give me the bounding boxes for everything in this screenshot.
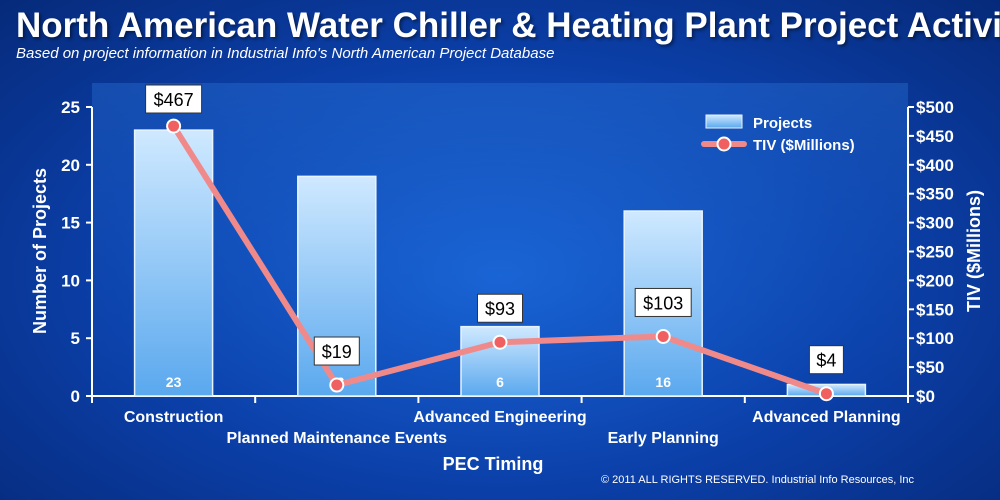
tiv-data-label-box — [145, 84, 203, 114]
left-tick-label: 20 — [61, 156, 80, 175]
x-category-label: Planned Maintenance Events — [227, 430, 448, 447]
y-axis-title-left: Number of Projects — [30, 168, 50, 334]
tiv-data-label: $19 — [322, 342, 352, 362]
y-axis-title-right: TIV ($Millions) — [964, 190, 984, 312]
right-tick-label: $450 — [916, 127, 954, 146]
bar — [133, 129, 214, 397]
right-tick-label: $400 — [916, 156, 954, 175]
right-tick-label: $100 — [916, 329, 954, 348]
chart-subtitle: Based on project information in Industri… — [16, 45, 555, 62]
legend-bar-swatch — [705, 114, 743, 129]
right-tick-label: $350 — [916, 185, 954, 204]
x-category-label: Advanced Planning — [752, 409, 900, 426]
tiv-data-label-box — [808, 345, 844, 375]
bar-value-label: 16 — [655, 374, 671, 390]
tiv-point — [655, 328, 671, 344]
tiv-data-label-box — [477, 293, 523, 323]
legend-line-marker — [716, 136, 732, 152]
right-tick-label: $200 — [916, 271, 954, 290]
right-tick-label: $50 — [916, 358, 944, 377]
tiv-point — [818, 386, 834, 402]
chart-title: North American Water Chiller & Heating P… — [16, 6, 1000, 45]
left-tick-label: 0 — [71, 387, 80, 406]
left-tick-label: 25 — [61, 98, 80, 117]
tiv-data-label: $4 — [816, 351, 836, 371]
tiv-data-label-box — [634, 287, 692, 317]
copyright-notice: © 2011 ALL RIGHTS RESERVED. Industrial I… — [601, 474, 914, 486]
legend-bar-label: Projects — [753, 115, 812, 132]
right-tick-label: $300 — [916, 214, 954, 233]
tiv-data-label-box — [313, 336, 360, 366]
right-tick-label: $250 — [916, 243, 954, 262]
left-tick-label: 15 — [61, 214, 80, 233]
bar-value-label: 6 — [496, 374, 504, 390]
tiv-data-label: $467 — [154, 90, 194, 110]
bar-value-label: 23 — [166, 374, 182, 390]
right-tick-label: $150 — [916, 300, 954, 319]
legend-line-label: TIV ($Millions) — [753, 137, 855, 154]
x-category-label: Construction — [124, 409, 224, 426]
left-tick-label: 10 — [61, 271, 80, 290]
left-tick-label: 5 — [71, 329, 80, 348]
right-tick-label: $500 — [916, 98, 954, 117]
tiv-point — [492, 334, 508, 350]
tiv-point — [166, 118, 182, 134]
x-category-label: Advanced Engineering — [413, 409, 586, 426]
right-tick-label: $0 — [916, 387, 935, 406]
x-axis-title: PEC Timing — [443, 454, 544, 474]
x-category-label: Early Planning — [608, 430, 719, 447]
tiv-point — [329, 377, 345, 393]
tiv-data-label: $103 — [643, 293, 683, 313]
tiv-data-label: $93 — [485, 299, 515, 319]
